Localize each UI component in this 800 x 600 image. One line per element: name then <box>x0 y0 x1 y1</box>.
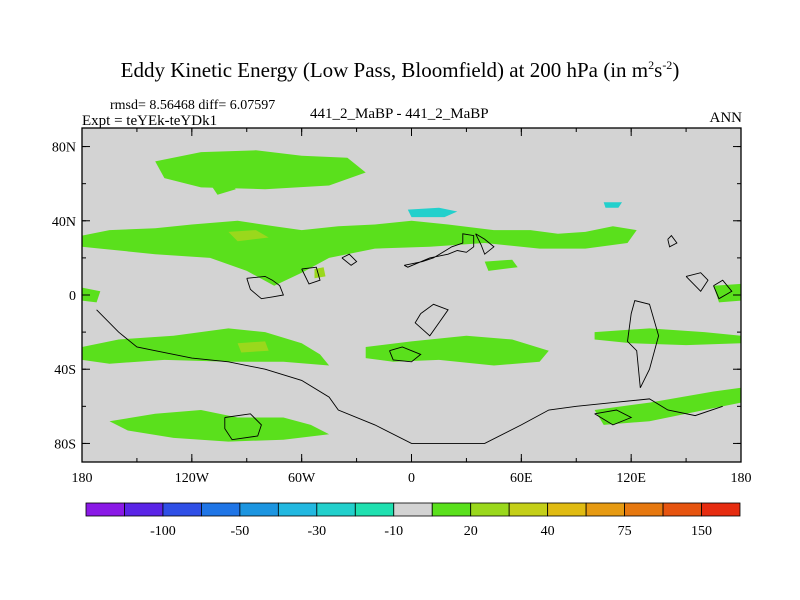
colorbar-label: 75 <box>618 524 632 539</box>
coastline-12 <box>594 409 633 426</box>
coastline-8 <box>667 234 678 248</box>
colorbar-box <box>547 502 587 517</box>
contour-antarctic-east-band <box>594 387 741 425</box>
coastline-6 <box>96 309 723 444</box>
coastline-5 <box>389 346 422 363</box>
colorbar-box <box>585 502 625 517</box>
colorbar-label: -50 <box>231 524 250 539</box>
coastline-7 <box>627 300 660 388</box>
experiment-label: Expt = teYEk-teYDk1 <box>82 113 218 129</box>
colorbar-label: -30 <box>307 524 326 539</box>
contour-south-indian-band <box>594 328 741 346</box>
coastline-4 <box>414 303 449 337</box>
contour-northern-storm-band <box>82 220 637 286</box>
title-close: ) <box>672 58 680 82</box>
colorbar-box <box>393 502 433 517</box>
contour-west-edge-blob <box>82 287 101 303</box>
colorbar-box <box>201 502 241 517</box>
colorbar-box <box>470 502 510 517</box>
season-label: ANN <box>709 110 743 126</box>
coastline-13 <box>301 266 321 285</box>
coastline-10 <box>713 279 733 300</box>
x-tick-label: 60W <box>288 471 316 486</box>
case-label: 441_2_MaBP - 441_2_MaBP <box>310 106 489 122</box>
colorbar-box <box>316 502 356 517</box>
colorbar-box <box>354 502 395 517</box>
colorbar-box <box>239 502 279 517</box>
colorbar-box <box>662 502 702 517</box>
contour-south-atlantic-band <box>365 335 549 366</box>
contour-antarctic-band <box>109 410 330 442</box>
colorbar-label: -10 <box>384 524 403 539</box>
contour-north-pole-blob <box>155 150 366 190</box>
colorbar-box <box>162 502 202 517</box>
contour-east-subtropical-blob <box>484 259 518 271</box>
colorbar-label: 20 <box>464 524 478 539</box>
contour-north-small-blob <box>210 180 236 195</box>
coastline-1 <box>475 233 495 255</box>
coastline-2 <box>246 275 285 300</box>
x-tick-label: 180 <box>72 471 93 486</box>
y-tick-label: 40N <box>52 215 76 230</box>
title-mid: s <box>654 58 663 82</box>
x-tick-label: 120W <box>175 471 210 486</box>
contour-cyan-north-2 <box>603 202 622 208</box>
coastline-3 <box>341 253 358 266</box>
title-sup-2: -2 <box>662 58 673 72</box>
colorbar-box <box>277 502 318 517</box>
contour-south-core <box>237 341 269 353</box>
colorbar-box <box>624 502 664 517</box>
chart-title: Eddy Kinetic Energy (Low Pass, Bloomfiel… <box>0 58 800 83</box>
coastline-0 <box>403 233 475 268</box>
coastline-9 <box>685 272 709 293</box>
colorbar-box <box>85 502 125 517</box>
y-tick-label: 80N <box>52 141 76 156</box>
x-tick-label: 180 <box>731 471 752 486</box>
stats-label: rmsd= 8.56468 diff= 6.07597 <box>110 98 276 113</box>
colorbar-box <box>701 502 741 517</box>
contour-cyan-north-1 <box>407 207 458 218</box>
colorbar-label: -100 <box>150 524 176 539</box>
x-tick-label: 60E <box>510 471 533 486</box>
contour-north-core-west <box>228 230 269 242</box>
colorbar-box <box>431 502 472 517</box>
coastline-11 <box>224 413 262 441</box>
colorbar-box <box>124 502 164 517</box>
title-main: Eddy Kinetic Energy (Low Pass, Bloomfiel… <box>120 58 649 82</box>
x-tick-label: 120E <box>616 471 646 486</box>
colorbar-label: 40 <box>541 524 555 539</box>
contour-layer <box>82 150 741 444</box>
y-tick-label: 0 <box>69 289 76 304</box>
y-tick-label: 40S <box>54 363 76 378</box>
y-tick-label: 80S <box>54 437 76 452</box>
contour-north-core-center <box>314 267 326 279</box>
title-sup-1: 2 <box>648 58 655 72</box>
x-tick-label: 0 <box>408 471 415 486</box>
colorbar-label: 150 <box>691 524 712 539</box>
contour-south-storm-band <box>82 328 330 366</box>
colorbar-box <box>508 502 549 517</box>
